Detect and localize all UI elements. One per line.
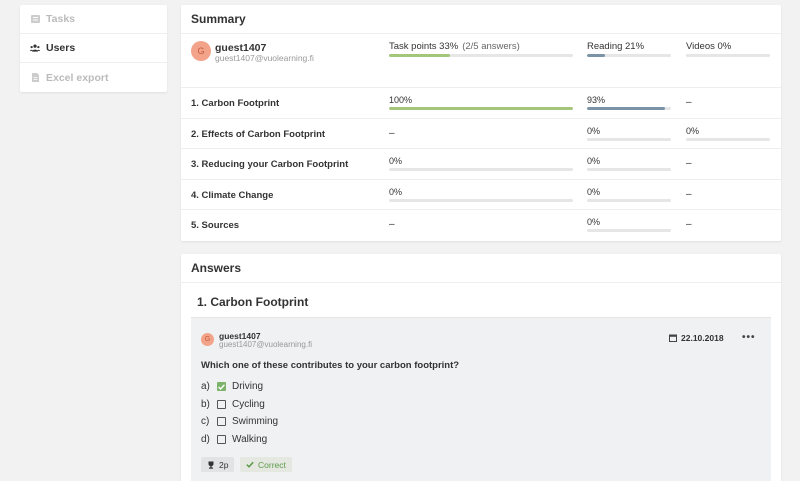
answer-user-name: guest1407 bbox=[219, 331, 261, 341]
reading-bar bbox=[587, 168, 671, 172]
checkbox-icon bbox=[217, 399, 226, 409]
answers-title: Answers bbox=[181, 254, 781, 283]
option-text: Cycling bbox=[232, 398, 265, 410]
answer-option: c) Swimming bbox=[201, 416, 278, 427]
answers-card: Answers 1. Carbon Footprint G guest1407 … bbox=[181, 254, 781, 481]
chapter-row: 2. Effects of Carbon Footprint – 0% 0% bbox=[181, 119, 781, 150]
user-name: guest1407 bbox=[215, 42, 267, 54]
sidebar-item-label: Users bbox=[46, 42, 76, 54]
chapter-name: 5. Sources bbox=[191, 220, 240, 232]
reading-bar bbox=[587, 54, 671, 57]
sidebar-item-excel-export[interactable]: Excel export bbox=[20, 63, 167, 92]
option-letter: b) bbox=[201, 398, 210, 410]
avatar: G bbox=[201, 333, 214, 346]
sidebar-item-users[interactable]: Users bbox=[20, 34, 167, 63]
checkbox-checked-icon bbox=[217, 382, 226, 391]
task-points-label: Task points 33% (2/5 answers) bbox=[389, 41, 520, 52]
check-icon bbox=[246, 461, 254, 468]
option-letter: a) bbox=[201, 381, 210, 392]
task-points-sub: (2/5 answers) bbox=[462, 41, 520, 52]
task-empty: – bbox=[389, 219, 395, 231]
sidebar-item-label: Excel export bbox=[46, 71, 109, 84]
answer-option: b) Cycling bbox=[201, 399, 265, 410]
chapter-row: 3. Reducing your Carbon Footprint 0% 0% – bbox=[181, 149, 781, 180]
task-bar bbox=[389, 107, 573, 110]
sidebar-item-label: Tasks bbox=[46, 13, 75, 25]
sidebar: Tasks Users Excel export bbox=[20, 5, 167, 92]
trophy-icon bbox=[208, 461, 214, 469]
task-bar bbox=[389, 168, 573, 172]
chapter-row: 5. Sources – 0% – bbox=[181, 210, 781, 241]
answer-item: G guest1407 guest1407@vuolearning.fi 22.… bbox=[191, 317, 771, 481]
checkbox-icon bbox=[217, 417, 226, 426]
list-icon bbox=[30, 14, 40, 24]
reading-bar bbox=[587, 137, 671, 141]
reading-value: 0% bbox=[587, 156, 601, 167]
option-letter: d) bbox=[201, 433, 210, 445]
option-letter: c) bbox=[201, 416, 210, 427]
videos-empty: – bbox=[686, 97, 692, 108]
reading-bar-fill bbox=[587, 54, 605, 57]
avatar: G bbox=[191, 41, 211, 61]
reading-value: 93% bbox=[587, 95, 606, 105]
users-icon bbox=[30, 43, 40, 53]
task-points-bar bbox=[389, 54, 573, 57]
more-options-icon[interactable]: ••• bbox=[742, 332, 756, 343]
reading-label: Reading 21% bbox=[587, 41, 645, 52]
option-text: Swimming bbox=[232, 416, 279, 427]
reading-value: 0% bbox=[587, 217, 601, 228]
task-bar-fill bbox=[389, 107, 573, 110]
videos-label: Videos 0% bbox=[686, 41, 732, 52]
answer-date: 22.10.2018 bbox=[669, 333, 724, 343]
chapter-row: 4. Climate Change 0% 0% – bbox=[181, 180, 781, 211]
summary-card: Summary G guest1407 guest1407@vuolearnin… bbox=[181, 5, 781, 241]
chapter-row: 1. Carbon Footprint 100% 93% – bbox=[181, 88, 781, 119]
task-bar bbox=[389, 198, 573, 202]
points-badge: 2p bbox=[201, 457, 235, 472]
task-value: 0% bbox=[389, 186, 403, 197]
option-text: Driving bbox=[232, 381, 264, 392]
reading-bar bbox=[587, 198, 671, 202]
videos-empty: – bbox=[686, 219, 692, 231]
videos-empty: – bbox=[686, 158, 692, 170]
videos-bar bbox=[686, 137, 770, 141]
sidebar-item-tasks[interactable]: Tasks bbox=[20, 5, 167, 34]
user-email: guest1407@vuolearning.fi bbox=[215, 53, 314, 63]
videos-value: 0% bbox=[686, 125, 700, 136]
chapter-name: 3. Reducing your Carbon Footprint bbox=[191, 159, 349, 171]
answer-option: d) Walking bbox=[201, 434, 267, 445]
user-summary-row: G guest1407 guest1407@vuolearning.fi Tas… bbox=[181, 34, 781, 88]
answer-user-email: guest1407@vuolearning.fi bbox=[219, 340, 313, 349]
answer-section-title: 1. Carbon Footprint bbox=[197, 295, 309, 309]
question-text: Which one of these contributes to your c… bbox=[201, 360, 460, 371]
videos-empty: – bbox=[686, 188, 692, 200]
videos-bar bbox=[686, 54, 770, 57]
option-text: Walking bbox=[232, 433, 268, 445]
chapter-list: 1. Carbon Footprint 100% 93% –2. Effects of… bbox=[181, 88, 781, 241]
summary-title: Summary bbox=[181, 5, 781, 34]
status-badge: Correct bbox=[240, 457, 292, 472]
file-icon bbox=[30, 73, 40, 83]
answer-date-text: 22.10.2018 bbox=[681, 333, 724, 343]
task-empty: – bbox=[389, 127, 395, 139]
reading-bar bbox=[587, 107, 671, 110]
task-value: 100% bbox=[389, 95, 413, 105]
checkbox-icon bbox=[217, 434, 226, 444]
task-points-bar-fill bbox=[389, 54, 450, 57]
answer-option: a) Driving bbox=[201, 381, 263, 392]
chapter-name: 2. Effects of Carbon Footprint bbox=[191, 128, 326, 140]
reading-bar-fill bbox=[587, 107, 666, 110]
chapter-name: 4. Climate Change bbox=[191, 189, 274, 201]
task-value: 0% bbox=[389, 156, 403, 167]
chapter-name: 1. Carbon Footprint bbox=[191, 98, 280, 109]
calendar-icon bbox=[669, 334, 677, 342]
reading-value: 0% bbox=[587, 125, 601, 136]
reading-value: 0% bbox=[587, 186, 601, 197]
reading-bar bbox=[587, 229, 671, 233]
